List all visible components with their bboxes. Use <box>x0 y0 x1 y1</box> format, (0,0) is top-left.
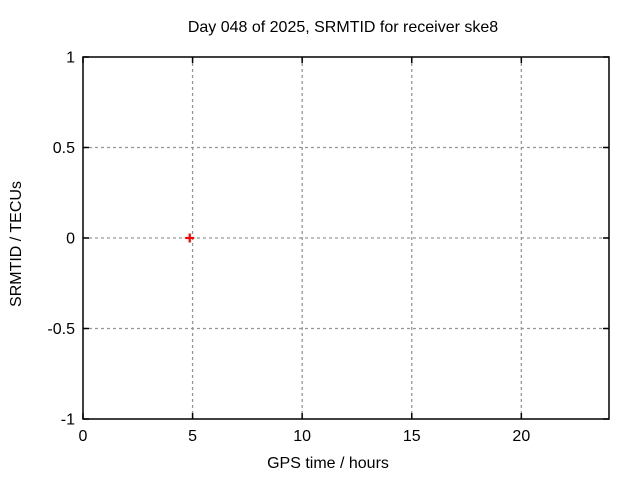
y-tick-label: -1 <box>61 412 75 429</box>
y-tick-label: 1 <box>66 50 75 67</box>
x-tick-label: 5 <box>188 428 197 445</box>
x-axis-label: GPS time / hours <box>267 455 389 472</box>
y-tick-label: 0.5 <box>53 140 75 157</box>
y-tick-label: -0.5 <box>47 321 75 338</box>
x-tick-label: 20 <box>512 428 530 445</box>
x-tick-label: 0 <box>79 428 88 445</box>
x-tick-label: 10 <box>293 428 311 445</box>
chart-title: Day 048 of 2025, SRMTID for receiver ske… <box>187 19 499 36</box>
y-tick-label: 0 <box>66 231 75 248</box>
x-tick-label: 15 <box>403 428 421 445</box>
